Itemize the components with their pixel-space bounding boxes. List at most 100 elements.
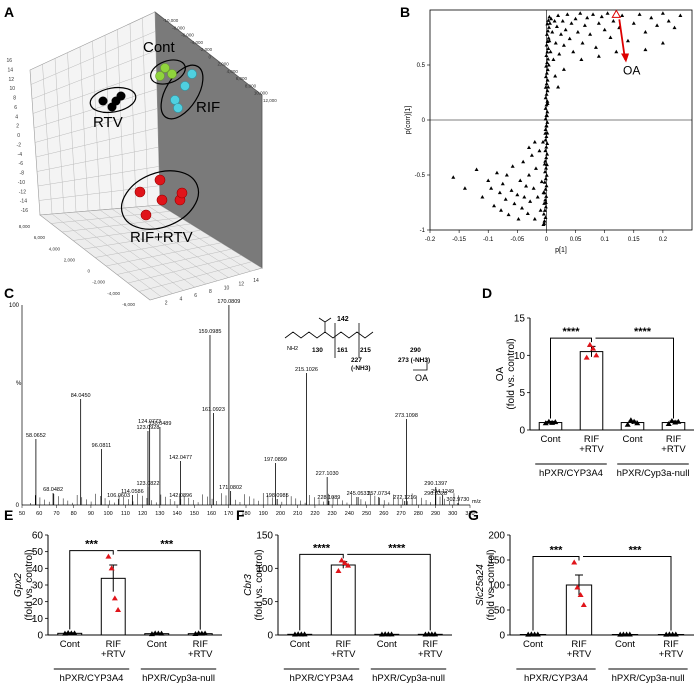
significance-label: *** [550,545,564,557]
x-category-label-line: RIF [584,434,600,445]
x-tick-label: 280 [414,511,423,517]
x-tick-label: 290 [431,511,440,517]
y-tick-label: 0.5 [417,63,426,69]
data-point [503,197,508,201]
fragment-label: 227 (-NH3) [351,357,371,372]
tick-label-x: 4,000 [227,69,239,74]
data-point [497,190,502,195]
sample-dot-cont [167,69,177,79]
data-point [556,13,561,17]
tick-label-z: -6,000 [122,302,135,307]
x-category-label: RIF +RTV [188,639,213,660]
data-point [506,212,511,217]
data-point [542,218,547,223]
data-point [578,11,583,15]
structure-branch [318,317,332,332]
data-point [108,565,115,571]
group-label-rtv: RTV [93,114,123,131]
data-point [580,602,587,607]
group-label: hPXR/CYP3A4 [290,673,354,684]
data-point [554,24,559,28]
data-point [678,13,683,17]
tick-label-floor: 4 [180,297,183,303]
fragment-label: 142 [337,316,349,323]
data-point [516,217,521,221]
data-point [542,201,547,205]
data-point [543,116,548,121]
tick-label-y: 0 [17,133,20,139]
panel-label-a: A [4,4,14,20]
data-point [543,148,548,153]
data-point [544,183,549,188]
data-point [588,32,593,36]
data-point [545,141,550,146]
data-point [541,211,546,216]
panel-label-g: G [468,507,479,523]
significance-label: **** [313,542,331,554]
data-point [602,27,607,32]
x-category-label-line: RIF [193,639,209,650]
y-tick-label: 10 [514,351,526,362]
peak-label: 170.0809 [217,299,240,305]
peak-label: 215.1026 [295,367,318,373]
tick-label-floor: 6 [194,293,197,299]
data-point [655,23,660,27]
data-point [526,145,531,149]
data-point [573,16,578,21]
x-tick-label: 180 [241,511,250,517]
tick-label-z: 8,000 [19,224,31,229]
data-point [545,99,550,103]
tick-label-floor: 10 [224,285,230,291]
x-tick-label: -0.2 [425,237,436,243]
data-point [546,35,551,40]
y-tick-label: 200 [488,531,505,542]
sample-dot-rif-rtv [140,209,152,221]
peak-label: 58.0652 [26,433,46,439]
sample-dot-cont [160,63,170,73]
tick-label-z: -4,000 [107,291,120,296]
significance-bracket [550,337,592,419]
fragment-label-line: 227 [351,357,362,364]
sample-dot-rif [173,103,183,113]
x-tick-label: 170 [224,511,233,517]
data-point [631,418,638,424]
data-point [544,155,549,160]
data-point [593,45,598,49]
peak-label: 124.0773 [138,419,161,425]
y-tick-label: 50 [262,597,274,608]
tick-label-y: 2 [16,124,19,130]
y-axis-label: % [16,381,22,387]
data-point [451,175,456,179]
significance-label: **** [562,326,580,338]
x-category-label-line: Cont [615,639,635,650]
sample-dot-rtv [107,102,117,112]
x-category-label-line: Cont [377,639,397,650]
data-point [542,420,549,426]
x-category-label-line: +RTV [661,444,686,455]
peak-label: 106.0603 [107,493,130,499]
significance-bracket [347,553,431,631]
peak-label: 171.0802 [219,485,242,491]
panel-a-3d-scores-plot: -10,000 -8,000 -6,000 -4,000 -2,000 0 2,000 4,0… [6,11,277,307]
grid-line [123,207,229,278]
panel-label-f: F [236,507,245,523]
data-point [545,28,550,33]
data-point [546,25,551,29]
pca-grid-lines [30,17,252,297]
sample-dot-rif-rtv [154,174,166,186]
y-axis-label: Cbr3(fold vs. control) [243,549,265,620]
x-tick-label: 0.2 [659,237,668,243]
data-point [543,95,548,100]
data-point [543,159,548,163]
tick-label-z: 2,000 [64,257,76,262]
panel-label-d: D [482,285,492,301]
panel-e-gpx2-bar-chart: 0 10 20 30 40 50 60 Gpx2(fold vs. control) Cont R… [13,531,222,684]
data-point [614,49,619,54]
data-point [625,38,630,43]
grid-line [35,127,159,158]
data-point [596,21,601,25]
grid-line [104,35,113,210]
grid-line [142,17,149,207]
data-point [624,421,631,427]
fragment-label: 273 (-NH3) [398,357,430,364]
